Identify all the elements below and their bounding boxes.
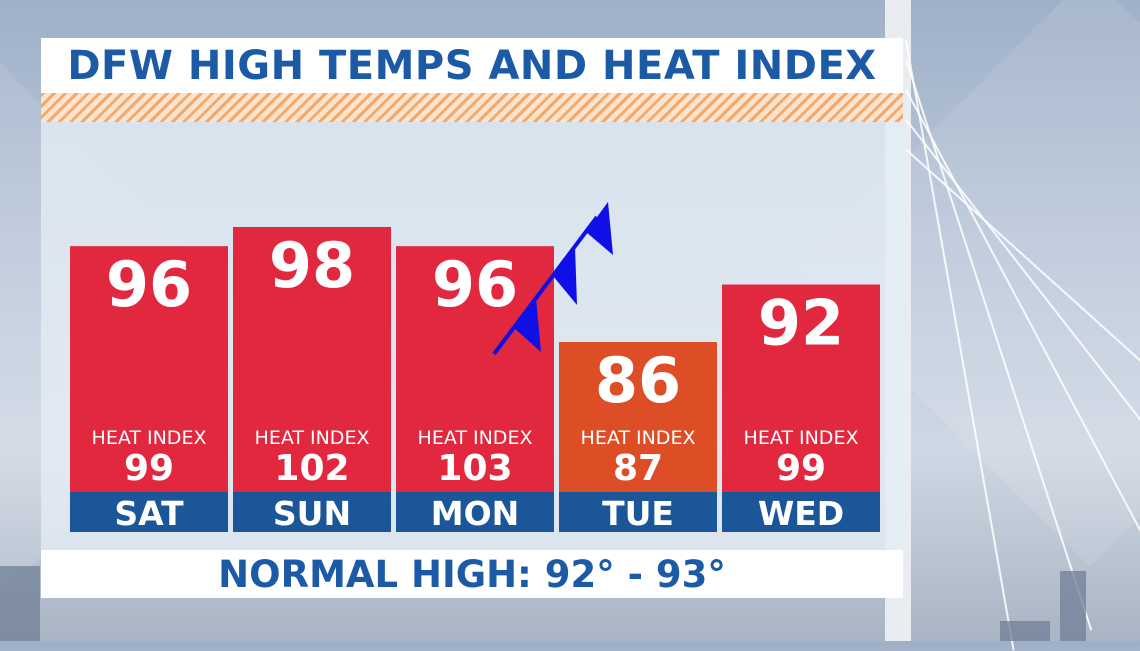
chart-title: DFW HIGH TEMPS AND HEAT INDEX [67,42,877,89]
heat-index-value: 102 [274,448,349,489]
high-temp-label: 86 [595,344,681,417]
heat-index-value: 99 [124,448,174,489]
heat-index-label: HEAT INDEX [92,427,207,449]
bar-sat [70,246,228,492]
day-strip [722,492,880,532]
title-hatch-stripe [41,93,903,122]
front-triangle [586,202,613,255]
high-temp-label: 92 [758,287,844,360]
heat-index-label: HEAT INDEX [744,427,859,449]
high-temp-label: 96 [432,248,518,321]
bar-mon [396,246,554,492]
high-temp-label: 98 [269,229,355,302]
bar-tue [559,342,717,492]
heat-index-value: 87 [613,448,663,489]
day-label: WED [758,494,844,533]
normal-high-bar: NORMAL HIGH: 92° - 93° [41,550,903,598]
skyline-building [1060,571,1086,641]
day-strip [70,492,228,532]
day-label: MON [431,494,520,533]
heat-index-value: 103 [437,448,512,489]
heat-index-value: 99 [776,448,826,489]
heat-index-label: HEAT INDEX [255,427,370,449]
high-temp-label: 96 [106,248,192,321]
heat-index-label: HEAT INDEX [581,427,696,449]
normal-high-text: NORMAL HIGH: 92° - 93° [218,552,726,596]
title-bar: DFW HIGH TEMPS AND HEAT INDEX [41,38,903,93]
day-label: TUE [602,494,674,533]
cold-front-icon [492,202,613,356]
day-label: SAT [114,494,184,533]
day-label: SUN [273,494,351,533]
skyline-building [0,566,40,641]
skyline-building [1000,621,1050,641]
chart-panel: 96 HEAT INDEX 99 SAT 98 HEAT INDEX 102 SUN 96 HEA… [41,122,903,550]
bar-wed [722,284,880,492]
front-triangle [514,298,541,352]
front-triangle [553,246,577,305]
heat-index-label: HEAT INDEX [418,427,533,449]
day-strip [233,492,391,532]
front-line [492,215,599,356]
day-strip [396,492,554,532]
bar-sun [233,227,391,492]
day-strip [559,492,717,532]
